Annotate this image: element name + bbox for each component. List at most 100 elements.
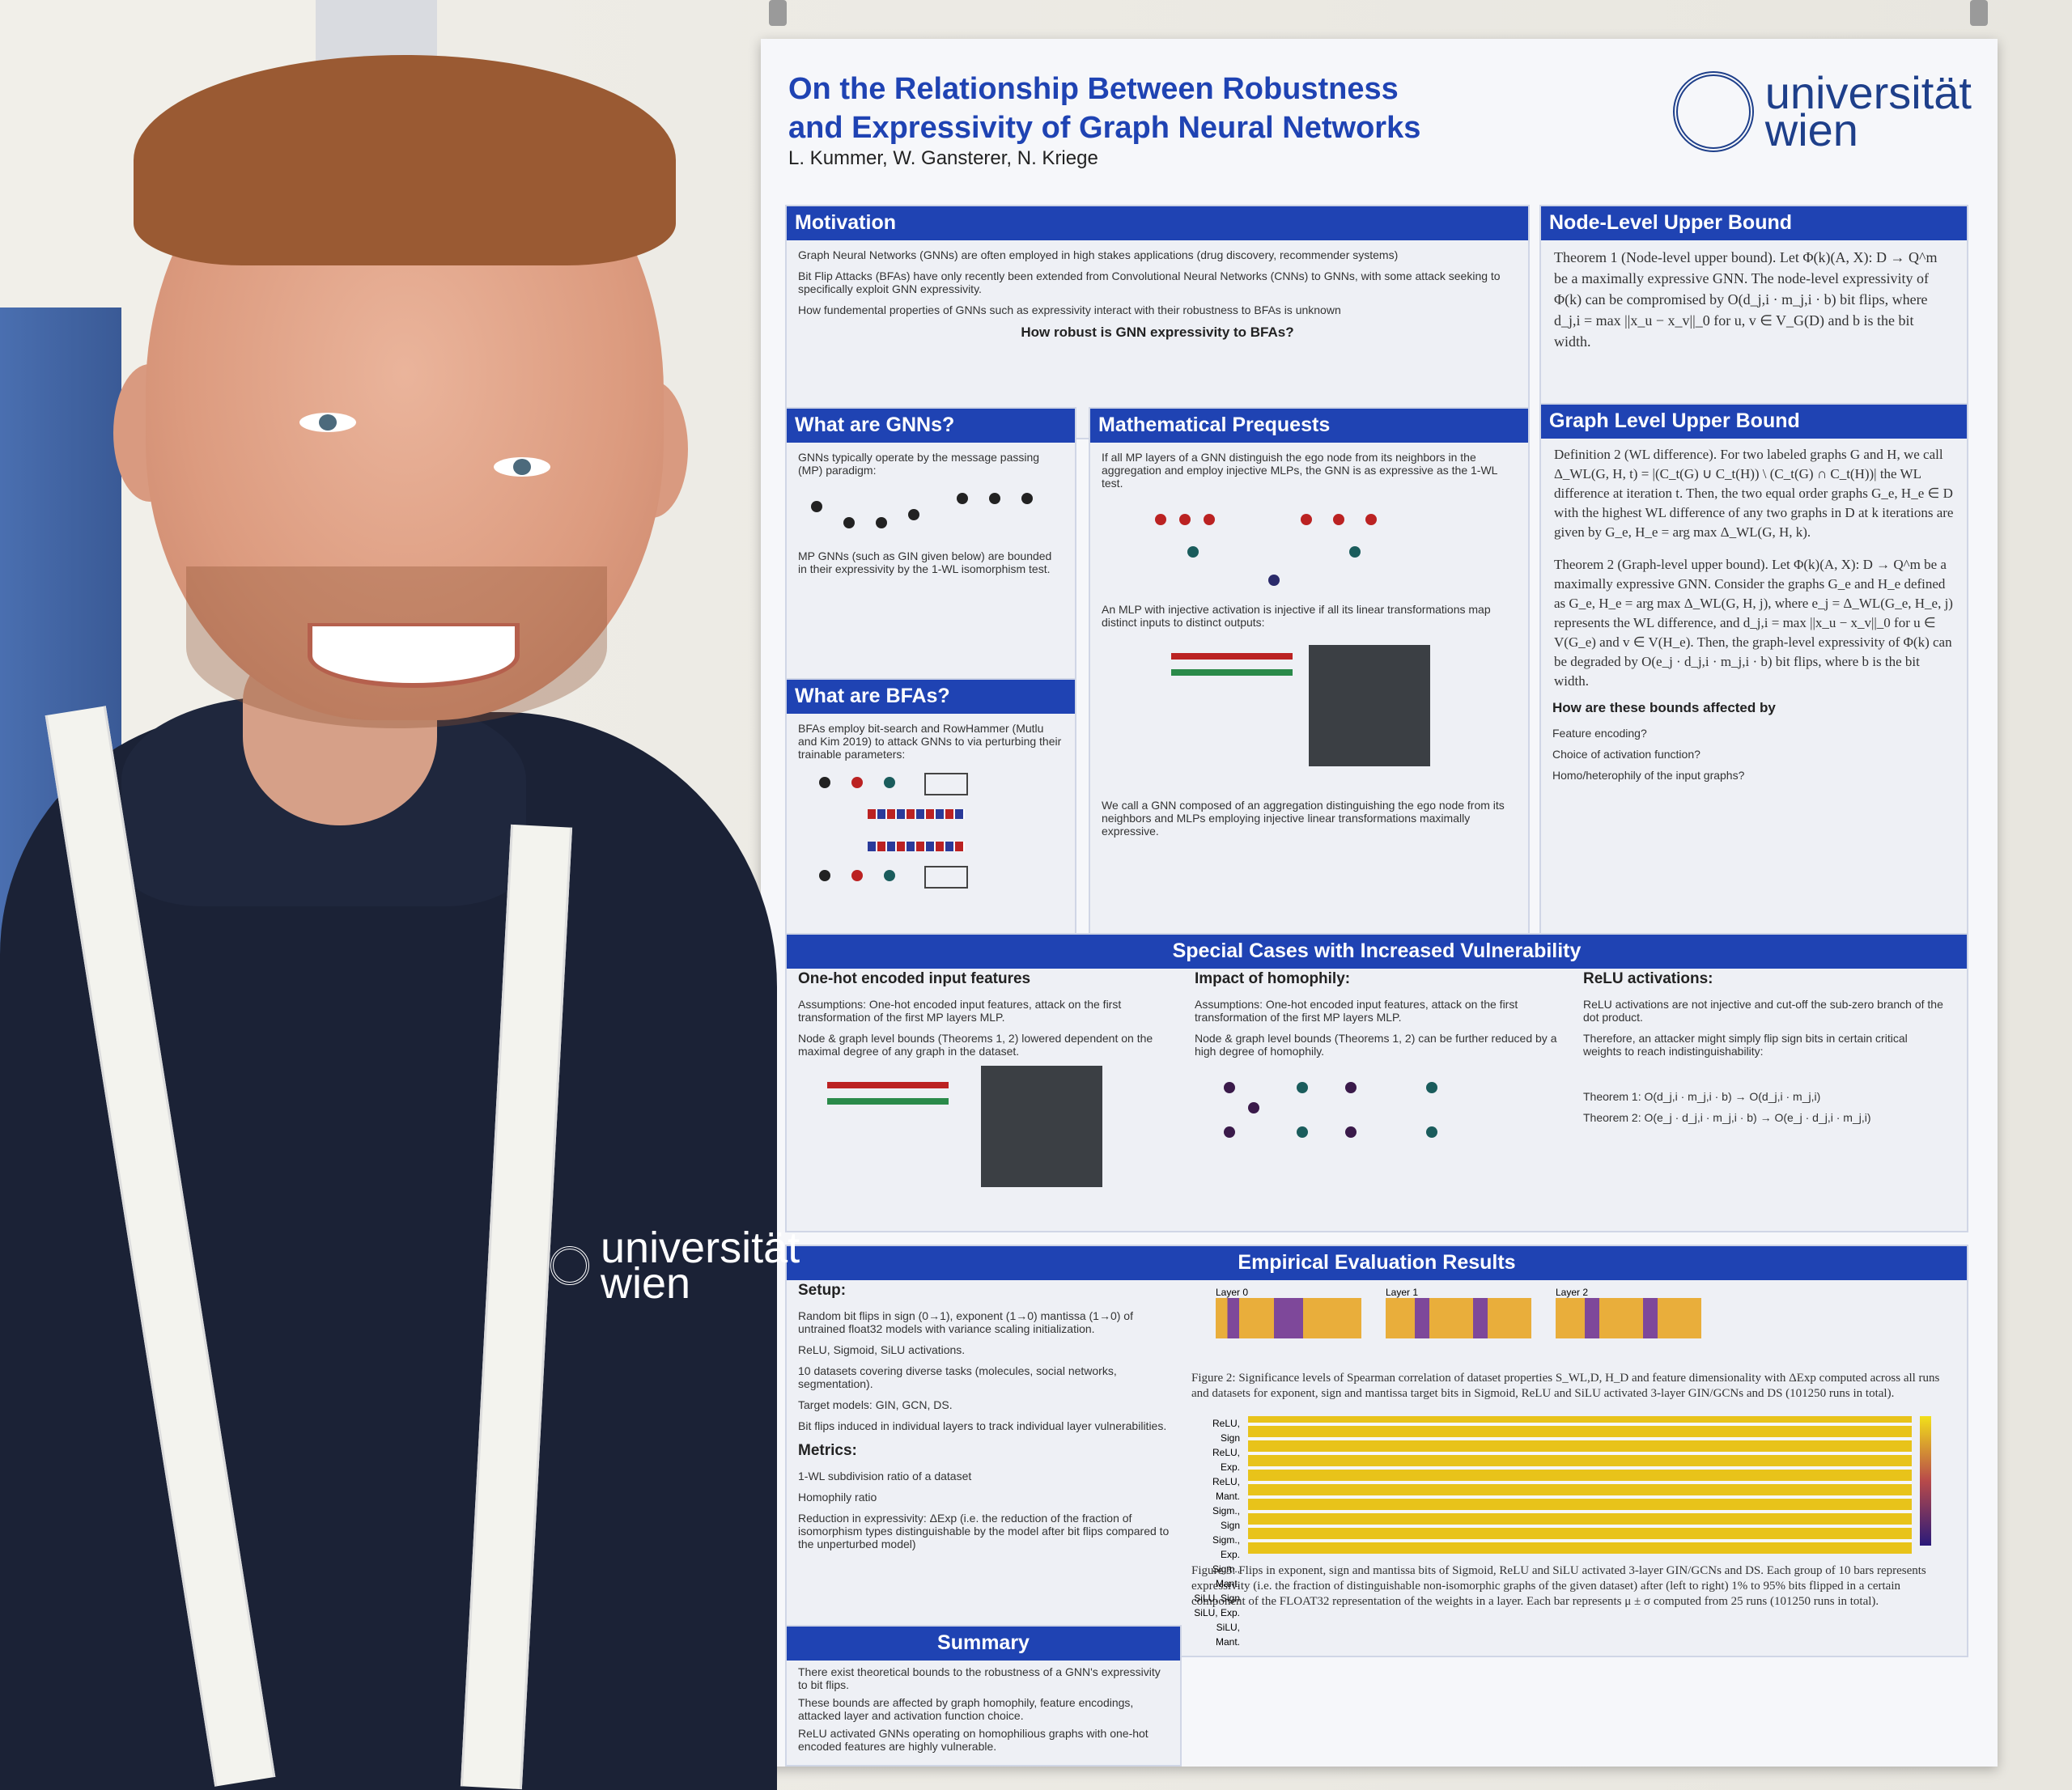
smile (308, 623, 520, 688)
layer-label: Layer 2 (1556, 1287, 1589, 1298)
wl-tree-diagram (1090, 498, 1528, 595)
list-item: Bit flips induced in individual layers t… (798, 1419, 1167, 1432)
list-item: MP GNNs (such as GIN given below) are bo… (798, 549, 1052, 575)
section-summary: Summary There exist theoretical bounds t… (785, 1625, 1182, 1767)
research-poster: On the Relationship Between Robustness a… (761, 39, 1998, 1767)
figure-2-panels: Layer 0 Layer 1 Layer 2 (1216, 1287, 1952, 1338)
heatmap-row-label: ReLU, Sign (1212, 1418, 1240, 1444)
heatmap-row-label: Sigm., Exp. (1212, 1534, 1240, 1560)
section-title: Node-Level Upper Bound (1541, 206, 1967, 240)
logo-line-2: wien (1764, 104, 1858, 155)
section-empirical: Empirical Evaluation Results Setup: Rand… (785, 1245, 1968, 1657)
heatmap-row-label: ReLU, Exp. (1212, 1447, 1240, 1473)
heatmap-row-label: Sigm., Sign (1212, 1505, 1240, 1531)
section-title: What are GNNs? (787, 409, 1075, 443)
list-item: An MLP with injective activation is inje… (1102, 603, 1491, 629)
metrics-title: Metrics: (798, 1442, 857, 1459)
section-title: Graph Level Upper Bound (1541, 405, 1967, 439)
setup-title: Setup: (798, 1282, 847, 1299)
list-item: These bounds are affected by graph homop… (798, 1696, 1134, 1722)
section-special-cases: Special Cases with Increased Vulnerabili… (785, 933, 1968, 1232)
hair (134, 55, 676, 265)
heatmap-bars (1248, 1416, 1912, 1554)
list-item: Homophily ratio (798, 1491, 877, 1504)
list-item: Random bit flips in sign (0→1), exponent… (798, 1309, 1133, 1335)
section-math-prereq: Mathematical Prequests If all MP layers … (1089, 407, 1530, 961)
definition-2: Definition 2 (WL difference). For two la… (1554, 447, 1954, 540)
bfa-diagram (803, 769, 1059, 890)
university-logo: universität wien (1672, 67, 1972, 155)
figure-2-layer-0: Layer 0 (1216, 1287, 1361, 1338)
heatmap-row-label: SiLU, Sign (1194, 1593, 1240, 1604)
person: universität wien (0, 0, 809, 1790)
shirt-seal-icon (550, 1246, 589, 1285)
section-motivation: Motivation Graph Neural Networks (GNNs) … (785, 205, 1530, 439)
section-what-bfas: What are BFAs? BFAs employ bit-search an… (785, 678, 1076, 961)
results-figures: Layer 0 Layer 1 Layer 2 Figure 2: Signif… (1191, 1287, 1952, 1648)
column-relu: ReLU activations: ReLU activations are n… (1572, 969, 1960, 1187)
poster-authors: L. Kummer, W. Gansterer, N. Kriege (788, 147, 1098, 169)
right-eye (494, 457, 550, 477)
heatmap-row-label: ReLU, Mant. (1212, 1476, 1240, 1502)
list-item: GNNs typically operate by the message pa… (798, 451, 1040, 477)
theorem-2-reduction: Theorem 2: O(e_j · d_j,i · m_j,i · b) → … (1583, 1111, 1871, 1124)
shirt-logo-line-1: universität (601, 1224, 800, 1272)
section-title: Motivation (787, 206, 1528, 240)
shirt-logo-line-2: wien (601, 1259, 691, 1308)
list-item: ReLU activations are not injective and c… (1583, 998, 1943, 1024)
mlp-injectivity-diagram (1090, 637, 1528, 791)
figure-2-layer-1: Layer 1 (1386, 1287, 1531, 1338)
column-title: ReLU activations: (1583, 970, 1713, 987)
pin-icon (1970, 0, 1988, 26)
list-item: Graph Neural Networks (GNNs) are often e… (798, 248, 1399, 261)
column-one-hot: One-hot encoded input features Assumptio… (787, 969, 1183, 1187)
layer-label: Layer 0 (1216, 1287, 1249, 1298)
list-item: Target models: GIN, GCN, DS. (798, 1398, 953, 1411)
section-title: Mathematical Prequests (1090, 409, 1528, 443)
list-item: Choice of activation function? (1552, 748, 1700, 761)
heatmap-row-label: Sigm., Mant. (1212, 1563, 1240, 1589)
poster-title: On the Relationship Between Robustness a… (788, 70, 1598, 147)
list-item: Node & graph level bounds (Theorems 1, 2… (798, 1032, 1153, 1058)
theorem-2: Theorem 2 (Graph-level upper bound). Let… (1554, 557, 1953, 689)
bounds-question: How are these bounds affected by (1552, 700, 1776, 715)
list-item: We call a GNN composed of an aggregation… (1102, 799, 1505, 838)
list-item: 10 datasets covering diverse tasks (mole… (798, 1364, 1117, 1390)
university-seal-icon (1672, 71, 1754, 152)
list-item: BFAs employ bit-search and RowHammer (Mu… (798, 722, 1062, 761)
list-item: 1-WL subdivision ratio of a dataset (798, 1470, 972, 1482)
list-item: ReLU, Sigmoid, SiLU activations. (798, 1343, 966, 1356)
left-eye (299, 413, 356, 432)
figure-3-heatmap: ReLU, Sign ReLU, Exp. ReLU, Mant. Sigm., Si… (1191, 1410, 1952, 1648)
section-title: Special Cases with Increased Vulnerabili… (787, 935, 1967, 969)
list-item: Assumptions: One-hot encoded input featu… (798, 998, 1122, 1024)
list-item: Node & graph level bounds (Theorems 1, 2… (1195, 1032, 1557, 1058)
list-item: Feature encoding? (1552, 727, 1647, 740)
column-title: Impact of homophily: (1195, 970, 1351, 987)
list-item: Homo/heterophily of the input graphs? (1552, 769, 1745, 782)
column-title: One-hot encoded input features (798, 970, 1031, 987)
logo-line-1: universität (1764, 67, 1972, 118)
pin-icon (769, 0, 787, 26)
message-passing-diagram (811, 485, 1051, 541)
section-graph-level: Graph Level Upper Bound Definition 2 (WL… (1539, 403, 1968, 961)
column-homophily: Impact of homophily: Assumptions: One-ho… (1183, 969, 1572, 1187)
homophily-graphs (1183, 1066, 1572, 1155)
figure-2-caption: Figure 2: Significance levels of Spearma… (1191, 1372, 1940, 1400)
heatmap-row-label: SiLU, Exp. (1194, 1607, 1240, 1618)
shirt-logo: universität wien (550, 1224, 800, 1308)
title-line-2: and Expressivity of Graph Neural Network… (788, 111, 1421, 145)
list-item: Bit Flip Attacks (BFAs) have only recent… (798, 269, 1501, 295)
section-what-gnns: What are GNNs? GNNs typically operate by… (785, 407, 1076, 706)
list-item: How fundemental properties of GNNs such … (798, 303, 1341, 316)
section-node-level: Node-Level Upper Bound Theorem 1 (Node-l… (1539, 205, 1968, 439)
motivation-question: How robust is GNN expressivity to BFAs? (1021, 324, 1294, 340)
list-item: Assumptions: One-hot encoded input featu… (1195, 998, 1518, 1024)
theorem-1: Theorem 1 (Node-level upper bound). Let … (1554, 249, 1938, 350)
figure-2-layer-2: Layer 2 (1556, 1287, 1701, 1338)
title-line-1: On the Relationship Between Robustness (788, 72, 1399, 106)
theorem-1-reduction: Theorem 1: O(d_j,i · m_j,i · b) → O(d_j,… (1583, 1090, 1821, 1103)
list-item: ReLU activated GNNs operating on homophi… (798, 1727, 1149, 1753)
colorbar (1920, 1416, 1931, 1546)
heatmap-row-label: SiLU, Mant. (1215, 1622, 1240, 1648)
